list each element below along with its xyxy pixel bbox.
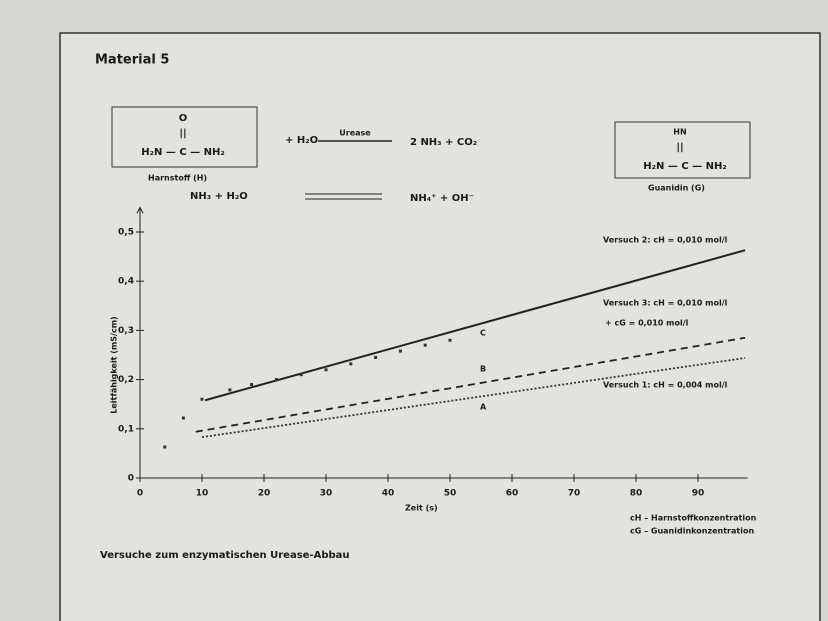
data-point <box>374 355 378 359</box>
formula: Guanidin (G) <box>648 184 705 193</box>
y-tick-label: 0,4 <box>118 277 134 287</box>
guanidine-box <box>614 121 751 179</box>
formula: || <box>676 142 683 153</box>
x-tick-label: 50 <box>444 489 457 499</box>
y-axis-arrow <box>136 206 144 214</box>
data-point <box>398 349 402 353</box>
data-point <box>349 362 353 366</box>
data-point <box>181 416 185 420</box>
x-tick-label: 30 <box>320 489 333 499</box>
data-point <box>274 378 278 382</box>
data-point <box>299 373 303 377</box>
data-point <box>324 368 328 372</box>
point-label: C <box>480 329 486 338</box>
formula: H₂N — C — NH₂ <box>643 161 727 172</box>
y-tick-label: 0 <box>128 474 134 484</box>
formula: Urease <box>339 129 371 138</box>
formula: NH₃ + H₂O <box>190 191 248 202</box>
formula: || <box>179 128 186 139</box>
y-tick-label: 0,2 <box>118 375 134 385</box>
formula: HN <box>673 128 686 137</box>
data-point <box>228 388 232 392</box>
formula: 2 NH₃ + CO₂ <box>410 137 477 148</box>
point-label: A <box>480 403 487 412</box>
urea-box <box>111 106 258 168</box>
formula: NH₄⁺ + OH⁻ <box>410 193 474 204</box>
x-tick-label: 60 <box>506 489 519 499</box>
x-tick-label: 0 <box>137 489 143 499</box>
chart-title: Versuche zum enzymatischen Urease-Abbau <box>100 550 350 561</box>
material-box <box>59 32 821 621</box>
legend-label: Versuch 1: cH = 0,004 mol/l <box>603 381 728 390</box>
legend-note: cG – Guanidinkonzentration <box>630 527 754 536</box>
annotation: + cG = 0,010 mol/l <box>605 319 689 328</box>
header: Material 5 <box>95 53 169 68</box>
formula: Harnstoff (H) <box>148 174 207 183</box>
data-point <box>250 383 254 387</box>
series-line <box>201 357 746 439</box>
y-tick-label: 0,5 <box>118 228 134 238</box>
series-line <box>204 249 746 402</box>
x-tick-label: 90 <box>692 489 705 499</box>
data-point <box>448 338 452 342</box>
legend-note: cH – Harnstoffkonzentration <box>630 514 757 523</box>
y-axis-label: Leitfähigkeit (mS/cm) <box>110 316 119 413</box>
legend-label: Versuch 3: cH = 0,010 mol/l <box>603 299 728 308</box>
x-tick-label: 40 <box>382 489 395 499</box>
x-tick-label: 70 <box>568 489 581 499</box>
point-label: B <box>480 365 486 374</box>
series-line <box>195 336 746 433</box>
legend-label: Versuch 2: cH = 0,010 mol/l <box>603 236 728 245</box>
data-point <box>423 343 427 347</box>
y-tick-label: 0,1 <box>118 424 134 434</box>
x-tick-label: 10 <box>196 489 209 499</box>
data-point <box>200 397 204 401</box>
x-tick-label: 20 <box>258 489 271 499</box>
x-tick-label: 80 <box>630 489 643 499</box>
data-point <box>163 445 167 449</box>
formula: + H₂O <box>285 135 318 146</box>
formula: H₂N — C — NH₂ <box>141 147 225 158</box>
formula: O <box>179 113 188 124</box>
x-axis-label: Zeit (s) <box>405 504 438 513</box>
y-tick-label: 0,3 <box>118 326 134 336</box>
